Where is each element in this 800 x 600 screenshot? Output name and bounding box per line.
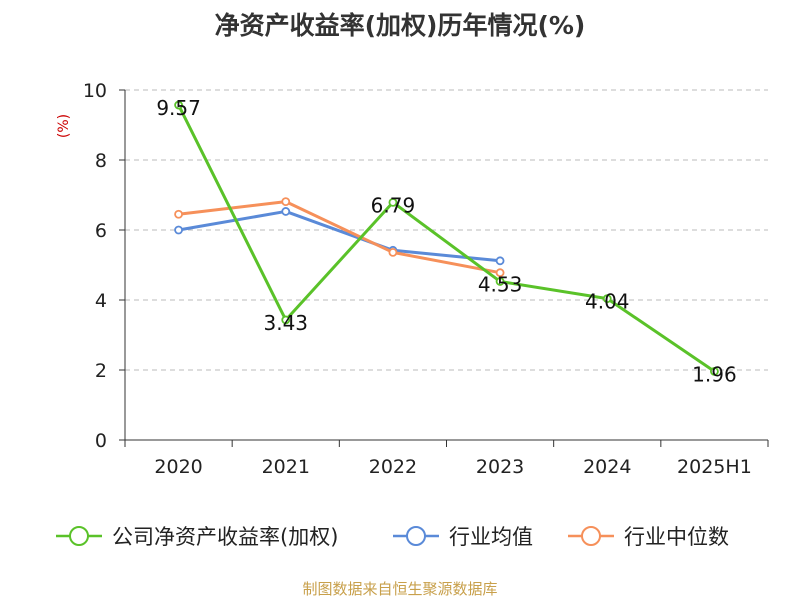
series-lines [174,100,719,376]
x-tick-label: 2023 [476,456,524,478]
legend-item[interactable]: 行业均值 [393,525,533,549]
data-point [281,315,291,325]
legend: 公司净资产收益率(加权) 行业均值 行业中位数 [56,525,729,549]
data-point [495,268,505,278]
series-line-1 [178,209,501,263]
data-point [602,294,612,304]
axes: 0 2 4 6 8 10 2020 2021 2022 2023 2024 2025H1 [83,80,769,478]
data-point [495,256,505,266]
legend-label: 公司净资产收益率(加权) [112,525,338,549]
series-line-2 [178,200,501,275]
grid-lines [125,89,768,371]
x-tick-label: 2024 [583,456,631,478]
data-point [174,209,183,219]
y-tick-label: 0 [95,430,107,452]
y-tick-label: 4 [95,290,107,312]
data-label: 4.04 [585,290,630,314]
legend-swatch-marker [69,526,89,546]
data-point [281,207,291,216]
legend-label: 行业均值 [449,525,533,549]
data-label: 6.79 [371,193,416,217]
legend-swatch-marker [406,526,426,546]
legend-item[interactable]: 行业中位数 [568,525,729,549]
data-point [495,277,505,286]
data-point [388,247,398,257]
data-label: 3.43 [263,311,308,335]
data-point [174,100,183,110]
x-tick-label: 2025H1 [677,456,752,478]
data-point [388,197,398,207]
series-line-0 [177,104,716,373]
y-tick-label: 10 [83,80,107,102]
x-tick-label: 2021 [262,456,310,478]
y-axis-label: (%) [56,114,72,138]
data-label: 4.53 [478,272,523,296]
data-point [174,225,183,235]
chart-title: 净资产收益率(加权)历年情况(%) [214,11,586,40]
y-tick-label: 8 [95,150,107,172]
legend-item[interactable]: 公司净资产收益率(加权) [56,525,338,549]
x-tick-label: 2022 [369,456,417,478]
data-label: 9.57 [156,96,201,120]
data-label: 1.96 [692,362,737,386]
data-point [281,197,291,207]
x-tick-label: 2020 [154,456,202,478]
data-point [710,366,719,376]
source-note: 制图数据来自恒生聚源数据库 [302,580,498,598]
data-labels: 9.57 3.43 6.79 4.53 4.04 1.96 [156,96,736,386]
y-tick-label: 2 [95,360,107,382]
legend-label: 行业中位数 [624,525,729,549]
legend-swatch-marker [581,526,601,546]
y-tick-label: 6 [95,220,107,242]
